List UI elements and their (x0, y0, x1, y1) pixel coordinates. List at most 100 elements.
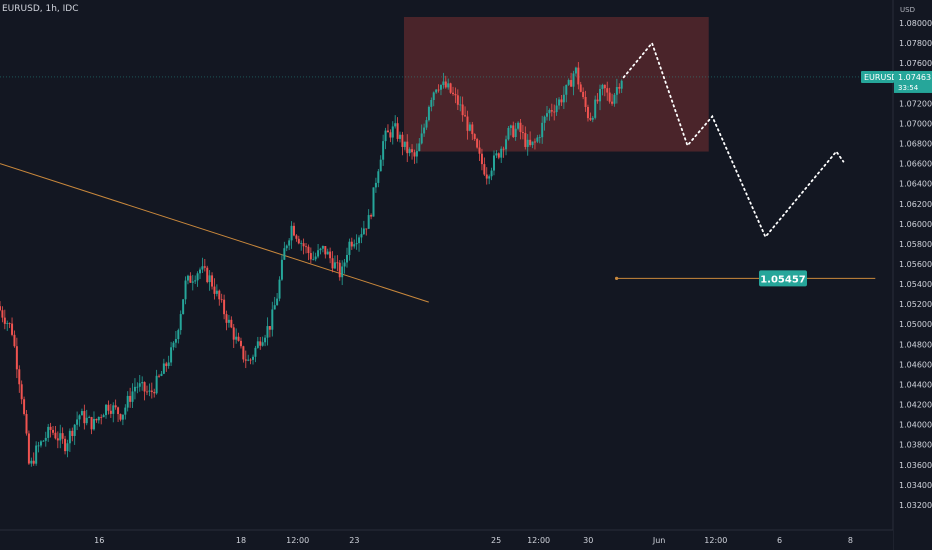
candle-body (88, 417, 91, 418)
candle-body (235, 336, 238, 340)
candle-body (338, 262, 341, 278)
price-tick-label: 1.04200 (899, 401, 932, 410)
candle-body (370, 215, 373, 217)
candle-body (538, 137, 541, 138)
candle-body (425, 120, 428, 128)
candle-body (59, 433, 62, 441)
time-tick-label: 12:00 (704, 536, 727, 545)
candle-body (408, 149, 411, 154)
candle-body (268, 326, 271, 330)
price-tick-label: 1.03400 (899, 481, 932, 490)
price-tick-label: 1.05800 (899, 240, 932, 249)
candle-body (230, 319, 233, 328)
candle-body (143, 382, 146, 392)
candle-body (66, 443, 69, 452)
candle-body (459, 104, 462, 106)
price-tick-label: 1.07800 (899, 39, 932, 48)
candle-body (42, 440, 45, 442)
candle-body (44, 437, 47, 441)
labels-layer: EURUSD 1.07463 33:54 1.05457 (759, 70, 932, 287)
candle-body (203, 266, 206, 268)
candle-body (201, 266, 204, 270)
candle-body (372, 187, 375, 217)
candle-body (158, 375, 161, 377)
candle-body (6, 323, 9, 324)
candle-body (550, 110, 553, 112)
price-tick-label: 1.03200 (899, 501, 932, 510)
candle-body (292, 225, 295, 236)
candle-body (399, 134, 402, 139)
price-tick-label: 1.04000 (899, 421, 932, 430)
candle-body (367, 215, 370, 229)
price-tick-label: 1.06800 (899, 140, 932, 149)
candle-body (129, 395, 132, 402)
price-tick-label: 1.08000 (899, 19, 932, 28)
candle-body (295, 235, 298, 239)
candle-body (261, 342, 264, 346)
candle-body (95, 418, 98, 421)
candle-body (524, 133, 527, 147)
candle-body (353, 244, 356, 247)
candle-body (208, 275, 211, 283)
candles-layer (0, 62, 623, 467)
candle-body (254, 347, 257, 357)
candle-body (76, 419, 79, 425)
candle-body (529, 139, 532, 146)
candle-body (266, 326, 269, 338)
candle-body (167, 362, 170, 366)
candle-body (283, 248, 286, 260)
candle-body (326, 251, 329, 255)
candle-body (71, 430, 74, 436)
candle-body (391, 126, 394, 138)
candle-body (25, 413, 28, 434)
candle-body (423, 127, 426, 134)
candle-body (239, 340, 242, 347)
candle-body (415, 151, 418, 157)
candle-body (285, 245, 288, 249)
candle-body (131, 391, 134, 402)
candle-body (473, 134, 476, 140)
time-tick-label: 18 (236, 536, 246, 545)
candle-body (8, 323, 11, 324)
candle-body (54, 432, 57, 439)
candle-body (52, 429, 55, 433)
candle-body (449, 83, 452, 93)
candle-body (280, 259, 283, 280)
price-tick-label: 1.06600 (899, 160, 932, 169)
candle-body (184, 280, 187, 300)
candle-body (102, 415, 105, 418)
candle-body (466, 116, 469, 131)
candle-body (78, 415, 81, 420)
candle-body (307, 246, 310, 254)
candle-body (533, 141, 536, 143)
candle-body (160, 373, 163, 376)
candle-body (615, 87, 618, 95)
price-tick-label: 1.06400 (899, 180, 932, 189)
candle-body (264, 337, 267, 343)
candle-body (35, 445, 38, 464)
candle-body (427, 106, 430, 121)
price-tick-label: 1.04800 (899, 340, 932, 349)
candle-body (136, 386, 139, 388)
candle-body (117, 407, 120, 415)
candle-body (509, 125, 512, 128)
candle-body (562, 94, 565, 103)
candle-body (541, 122, 544, 138)
candle-body (314, 256, 317, 260)
candle-body (345, 254, 348, 263)
candle-body (73, 424, 76, 436)
candle-body (620, 80, 623, 89)
candle-body (85, 417, 88, 424)
symbol-badge-text: EURUSD (864, 73, 898, 82)
candle-body (430, 100, 433, 107)
candle-body (350, 241, 353, 247)
candle-body (406, 141, 409, 154)
candle-body (244, 359, 247, 361)
supply-zone (403, 17, 709, 152)
candle-body (572, 73, 575, 87)
candle-body (490, 170, 493, 177)
price-tick-label: 1.05200 (899, 300, 932, 309)
candle-body (27, 433, 30, 464)
candle-body (456, 95, 459, 105)
